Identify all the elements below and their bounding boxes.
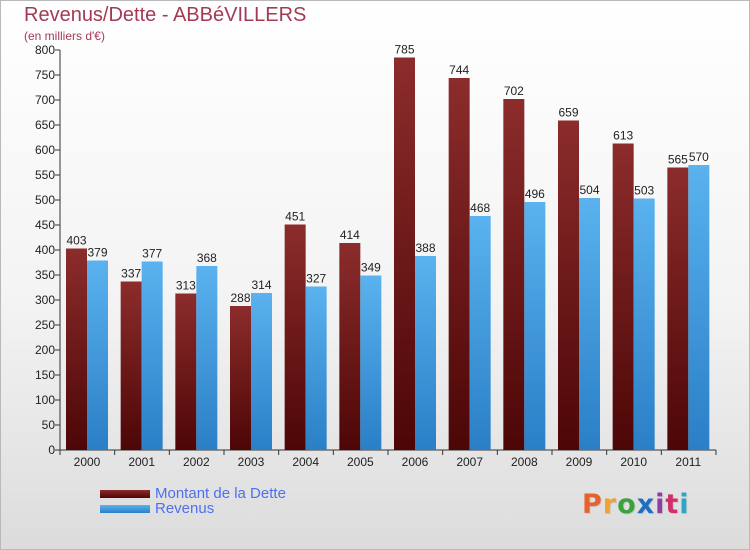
- debt-bar: [503, 99, 525, 450]
- data-label: 785: [394, 43, 414, 57]
- data-label: 613: [613, 129, 633, 143]
- logo-letter: P: [582, 489, 603, 520]
- x-tick-label: 2001: [128, 455, 155, 469]
- y-tick-label: 650: [35, 118, 55, 132]
- y-tick-label: 500: [35, 193, 55, 207]
- legend-swatch-debt: [100, 490, 150, 498]
- debt-bar: [558, 120, 579, 450]
- data-label: 504: [579, 183, 599, 197]
- y-tick-label: 800: [35, 43, 55, 57]
- logo-letter: o: [617, 489, 637, 520]
- debt-bar: [612, 143, 634, 450]
- axes: 0 50 100 150 200 250 300 350 400 450 500 550 600 650 7…: [35, 43, 717, 469]
- x-tick-label: 2003: [238, 455, 265, 469]
- data-label: 349: [361, 261, 381, 275]
- revenus-bar: [688, 165, 710, 450]
- data-label: 565: [668, 153, 688, 167]
- debt-bar: [66, 248, 87, 450]
- chart-title: Revenus/Dette - ABBéVILLERS: [24, 4, 307, 26]
- y-tick-label: 600: [35, 143, 55, 157]
- x-tick-label: 2009: [566, 455, 593, 469]
- data-label: 744: [449, 63, 469, 77]
- logo-letter: x: [636, 489, 656, 520]
- y-tick-label: 450: [35, 218, 55, 232]
- x-tick-label: 2004: [292, 455, 319, 469]
- proxiti-logo: Proxiti: [582, 489, 690, 520]
- y-tick-label: 150: [35, 368, 55, 382]
- data-label: 368: [197, 251, 217, 265]
- debt-bar: [448, 78, 470, 450]
- x-tick-label: 2002: [183, 455, 210, 469]
- legend-label-revenus: Revenus: [155, 500, 215, 517]
- x-tick-label: 2006: [402, 455, 429, 469]
- y-tick-label: 250: [35, 318, 55, 332]
- data-label: 327: [306, 272, 326, 286]
- revenus-bar: [579, 198, 600, 450]
- data-label: 337: [121, 267, 141, 281]
- revenus-bar: [469, 216, 491, 450]
- legend-label-debt: Montant de la Dette: [155, 485, 286, 502]
- revenus-bar: [141, 261, 163, 450]
- y-tick-label: 350: [35, 268, 55, 282]
- x-tick-label: 2000: [74, 455, 101, 469]
- data-label: 377: [142, 247, 162, 261]
- y-tick-label: 700: [35, 93, 55, 107]
- data-label: 468: [470, 201, 490, 215]
- debt-bar: [230, 306, 251, 450]
- data-label: 414: [340, 228, 360, 242]
- x-tick-label: 2007: [456, 455, 483, 469]
- revenus-bar: [633, 198, 655, 450]
- debt-bar: [339, 243, 361, 450]
- revenus-bar: [196, 266, 218, 450]
- data-label: 570: [689, 150, 709, 164]
- x-tick-label: 2008: [511, 455, 538, 469]
- y-tick-label: 0: [48, 443, 55, 457]
- debt-bar: [175, 293, 197, 450]
- revenus-bar: [360, 275, 382, 450]
- data-label: 379: [87, 246, 107, 260]
- revenus-bar: [415, 256, 436, 450]
- debt-bar: [284, 224, 306, 450]
- logo-letter: t: [665, 489, 680, 520]
- y-tick-label: 750: [35, 68, 55, 82]
- revenus-bar: [251, 293, 272, 450]
- logo-letter: i: [655, 489, 666, 520]
- revenus-bar: [524, 202, 546, 450]
- data-label: 403: [66, 234, 86, 248]
- y-tick-label: 100: [35, 393, 55, 407]
- y-tick-label: 400: [35, 243, 55, 257]
- chart-subtitle: (en milliers d'€): [24, 29, 105, 43]
- debt-bar: [120, 281, 142, 450]
- bars: [66, 57, 710, 450]
- data-label: 313: [176, 279, 196, 293]
- x-tick-label: 2011: [675, 455, 701, 469]
- data-label: 388: [415, 241, 435, 255]
- y-tick-label: 50: [42, 418, 56, 432]
- debt-bar: [394, 57, 415, 450]
- data-label: 288: [230, 291, 250, 305]
- data-label: 496: [525, 187, 545, 201]
- logo-letter: i: [679, 489, 690, 520]
- x-tick-label: 2010: [620, 455, 647, 469]
- y-tick-label: 300: [35, 293, 55, 307]
- data-label: 503: [634, 184, 654, 198]
- revenus-bar: [87, 260, 108, 450]
- data-label: 659: [558, 106, 578, 120]
- data-label: 702: [504, 84, 524, 98]
- logo-letter: r: [602, 489, 618, 520]
- data-label: 314: [251, 278, 271, 292]
- debt-bar: [667, 167, 689, 450]
- y-tick-label: 200: [35, 343, 55, 357]
- x-tick-label: 2005: [347, 455, 374, 469]
- legend-swatch-revenus: [100, 505, 150, 513]
- revenus-bar: [305, 286, 327, 450]
- y-tick-label: 550: [35, 168, 55, 182]
- data-label: 451: [285, 210, 305, 224]
